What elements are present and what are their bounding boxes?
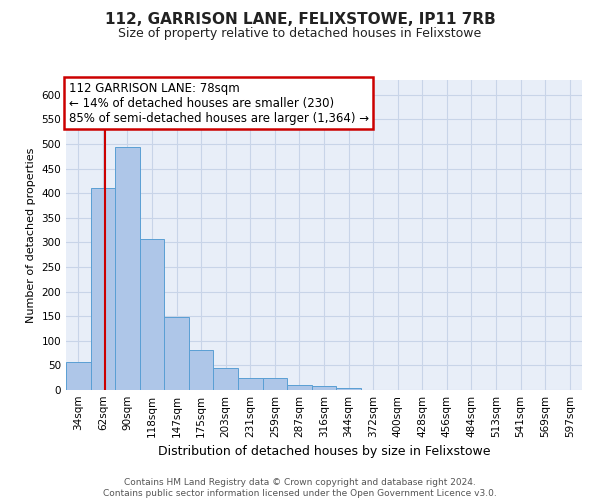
- Y-axis label: Number of detached properties: Number of detached properties: [26, 148, 36, 322]
- Bar: [66, 362, 91, 390]
- Bar: [336, 388, 361, 390]
- X-axis label: Distribution of detached houses by size in Felixstowe: Distribution of detached houses by size …: [158, 446, 490, 458]
- Text: Contains HM Land Registry data © Crown copyright and database right 2024.
Contai: Contains HM Land Registry data © Crown c…: [103, 478, 497, 498]
- Bar: [287, 385, 312, 390]
- Bar: [115, 148, 140, 390]
- Bar: [263, 378, 287, 390]
- Bar: [189, 350, 214, 390]
- Text: 112 GARRISON LANE: 78sqm
← 14% of detached houses are smaller (230)
85% of semi-: 112 GARRISON LANE: 78sqm ← 14% of detach…: [68, 82, 369, 124]
- Bar: [140, 239, 164, 390]
- Text: 112, GARRISON LANE, FELIXSTOWE, IP11 7RB: 112, GARRISON LANE, FELIXSTOWE, IP11 7RB: [104, 12, 496, 28]
- Text: Size of property relative to detached houses in Felixstowe: Size of property relative to detached ho…: [118, 28, 482, 40]
- Bar: [238, 378, 263, 390]
- Bar: [164, 317, 189, 390]
- Bar: [214, 368, 238, 390]
- Bar: [312, 386, 336, 390]
- Bar: [91, 188, 115, 390]
